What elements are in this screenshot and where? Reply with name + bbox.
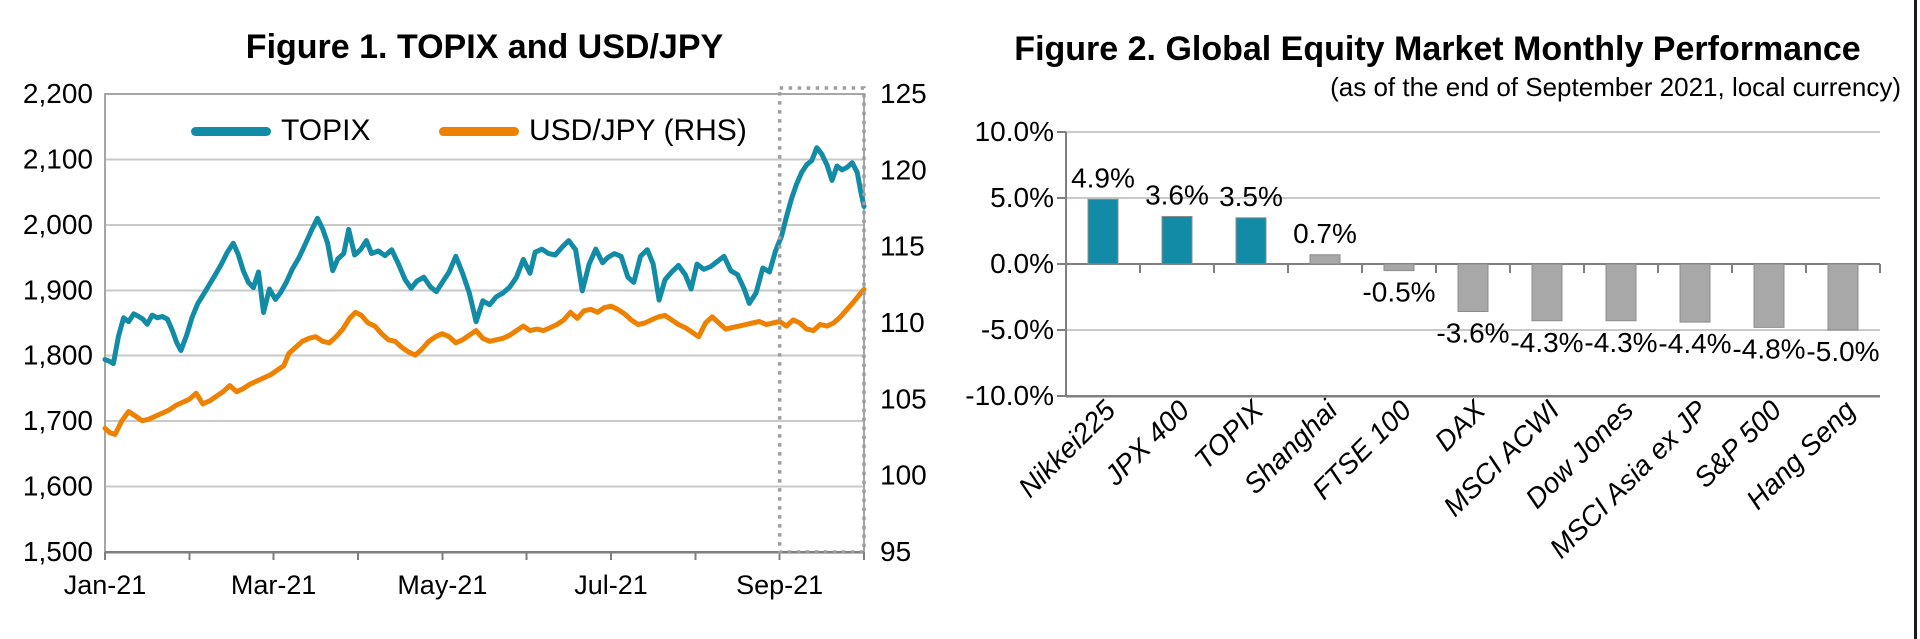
legend-label-topix: TOPIX [281, 114, 371, 147]
fig2-bar-nikkei225 [1087, 198, 1119, 265]
fig2-bar-dax [1457, 263, 1489, 313]
fig2-value-label: -4.8% [1732, 333, 1805, 364]
fig2-value-label: 4.9% [1071, 162, 1135, 193]
fig2-value-label: 3.6% [1145, 179, 1209, 210]
fig1-yleft-label: 1,500 [23, 536, 93, 567]
legend-label-usdjpy: USD/JPY (RHS) [529, 114, 747, 147]
fig2-y-label: -10.0% [965, 380, 1054, 411]
usdjpy-line-swatch-icon [439, 126, 519, 136]
fig1-yleft-label: 1,700 [23, 405, 93, 436]
fig1-yright-label: 115 [880, 231, 925, 262]
fig2-bar-msci-acwi [1531, 263, 1563, 322]
fig2-bar-topix [1235, 217, 1267, 265]
fig2-value-label: -5.0% [1806, 336, 1879, 367]
fig1-yright-label: 120 [880, 154, 927, 185]
fig1-yright-label: 125 [880, 78, 927, 109]
fig2-bar-s-p-500 [1753, 263, 1785, 328]
fig2-bar-jpx-400 [1161, 215, 1193, 265]
fig1-x-label: May-21 [397, 570, 487, 600]
fig2-bar-dow-jones [1605, 263, 1637, 322]
fig1-yright-label: 105 [880, 383, 927, 414]
figure2-title: Figure 2. Global Equity Market Monthly P… [1014, 30, 1861, 68]
fig2-y-label: -5.0% [981, 314, 1054, 345]
fig2-value-label: -0.5% [1362, 277, 1435, 308]
fig2-bar-msci-asia-ex-jp [1679, 263, 1711, 323]
fig1-yleft-label: 2,100 [23, 143, 93, 174]
fig2-value-label: -4.4% [1658, 328, 1731, 359]
topix-line-swatch-icon [191, 126, 271, 136]
fig2-value-label: -4.3% [1510, 327, 1583, 358]
fig1-yleft-label: 2,000 [23, 209, 93, 240]
figure2-subtitle: (as of the end of September 2021, local … [1330, 72, 1901, 102]
fig2-value-label: -4.3% [1584, 327, 1657, 358]
fig1-series-usd-jpy-rhs- [102, 286, 867, 437]
fig2-y-label: 0.0% [990, 248, 1054, 279]
fig2-y-label: 10.0% [975, 116, 1054, 147]
legend-item-usdjpy: USD/JPY (RHS) [439, 113, 747, 149]
fig1-yright-label: 95 [880, 536, 911, 567]
page-right-border [1914, 0, 1917, 639]
fig1-series-topix [102, 145, 867, 367]
fig2-bar-shanghai [1309, 254, 1341, 265]
fig2-category-label: DAX [1429, 393, 1493, 457]
fig1-yleft-label: 1,800 [23, 340, 93, 371]
fig1-yleft-label: 1,900 [23, 274, 93, 305]
figure1-title: Figure 1. TOPIX and USD/JPY [245, 28, 724, 66]
fig2-bar-ftse-100 [1383, 263, 1415, 272]
fig1-x-label: Jan-21 [64, 570, 147, 600]
fig2-bar-hang-seng [1827, 263, 1859, 331]
fig1-yright-label: 100 [880, 460, 927, 491]
fig1-highlight-box [777, 86, 866, 554]
fig1-yright-label: 110 [880, 307, 925, 338]
fig1-x-label: Jul-21 [574, 570, 648, 600]
fig2-value-label: 3.5% [1219, 181, 1283, 212]
fig1-yleft-label: 2,200 [23, 78, 93, 109]
fig1-x-label: Sep-21 [736, 570, 823, 600]
fig1-yleft-label: 1,600 [23, 471, 93, 502]
fig2-value-label: -3.6% [1436, 318, 1509, 349]
fig2-value-label: 0.7% [1293, 218, 1357, 249]
fig2-y-label: 5.0% [990, 182, 1054, 213]
legend-item-topix: TOPIX [191, 113, 370, 149]
fig1-x-label: Mar-21 [231, 570, 317, 600]
